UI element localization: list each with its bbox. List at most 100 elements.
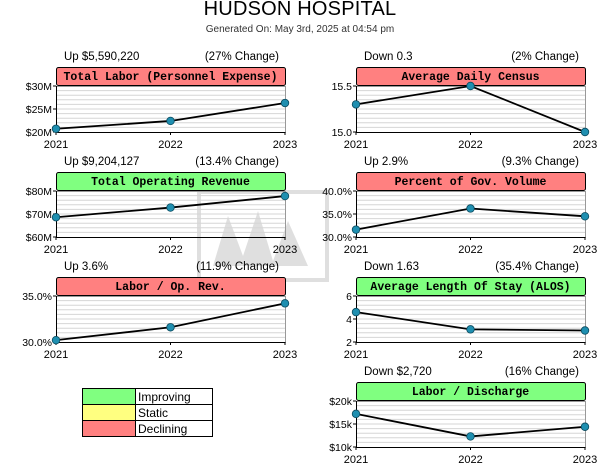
generated-timestamp: Generated On: May 3rd, 2025 at 04:54 pm — [205, 24, 395, 35]
chart-6: Down 1.63 (35.4% Change) Average Length Of… — [344, 261, 597, 361]
title-bar-declining — [56, 67, 286, 86]
y-tick-label: 2 — [346, 337, 352, 349]
x-tick-label: 2023 — [573, 139, 597, 151]
y-tick-label: $25M — [26, 104, 52, 116]
change-text: Down 1.63 — [364, 261, 419, 273]
percent-change: (9.3% Change) — [502, 156, 580, 168]
chart-title-labor-discharge: Labor / Discharge — [412, 386, 529, 399]
y-tick-label: 30.0% — [22, 337, 52, 349]
data-point — [466, 432, 475, 441]
legend: Improving Static Declining — [82, 388, 213, 437]
y-tick-label: 35.0% — [22, 291, 52, 303]
legend-label-static: Static — [135, 404, 213, 421]
data-point — [280, 98, 290, 108]
x-tick-label: 2021 — [344, 139, 368, 151]
chart-title-percent-of-gov-volume: Percent of Gov. Volume — [395, 176, 547, 189]
data-point — [466, 325, 475, 334]
y-tick-label: 4 — [346, 314, 352, 326]
y-tick-label: 15.5 — [332, 81, 353, 93]
x-tick-label: 2022 — [158, 244, 182, 256]
y-tick-label: 35.0% — [322, 209, 352, 221]
chart-4: Up 2.9% (9.3% Change) Percent of Gov. Volu… — [322, 156, 597, 256]
legend-swatch-declining — [82, 420, 136, 437]
chart-5: Up 3.6% (11.9% Change) Labor / Op. Rev. 30.… — [22, 261, 297, 361]
legend-swatch-improving — [82, 388, 136, 405]
change-text: Down $2,720 — [364, 366, 432, 378]
y-tick-label: 15.0 — [332, 127, 353, 139]
page-title: HUDSON HOSPITAL — [203, 0, 397, 20]
y-tick-label: $60M — [26, 232, 52, 244]
x-tick-label: 2022 — [458, 139, 482, 151]
legend-label-improving: Improving — [135, 388, 213, 405]
series-line — [55, 302, 286, 342]
data-point — [51, 213, 61, 222]
legend-item-static: Static — [82, 404, 213, 421]
y-tick-label: $20M — [26, 127, 52, 139]
chart-3: Up $9,204,127 (13.4% Change) Total Operati… — [26, 156, 298, 256]
data-point — [166, 203, 175, 212]
y-tick-label: $10k — [329, 442, 353, 454]
x-tick-label: 2023 — [573, 349, 597, 361]
change-text: Up $5,590,220 — [64, 51, 139, 63]
x-tick-label: 2021 — [44, 244, 68, 256]
y-tick-label: $20k — [329, 396, 353, 408]
legend-item-declining: Declining — [82, 420, 213, 437]
data-point — [351, 100, 361, 109]
change-text: Up $9,204,127 — [64, 156, 139, 168]
title-bar-improving — [356, 277, 586, 296]
x-tick-label: 2021 — [344, 349, 368, 361]
chart-title-total-labor-personnel-expense: Total Labor (Personnel Expense) — [64, 71, 278, 84]
y-tick-label: 40.0% — [322, 186, 352, 198]
y-tick-label: $15k — [329, 419, 353, 431]
x-tick-label: 2023 — [273, 139, 297, 151]
data-point — [580, 422, 590, 431]
x-tick-label: 2022 — [158, 349, 182, 361]
data-point — [280, 299, 290, 308]
chart-2: Down 0.3 (2% Change) Average Daily Census 1… — [332, 51, 598, 151]
title-bar-declining — [56, 277, 286, 296]
x-tick-label: 2021 — [44, 139, 68, 151]
data-point — [351, 409, 361, 419]
percent-change: (16% Change) — [505, 366, 579, 378]
percent-change: (2% Change) — [511, 51, 579, 63]
data-point — [166, 116, 175, 126]
legend-item-improving: Improving — [82, 388, 213, 405]
chart-title-average-daily-census: Average Daily Census — [401, 71, 539, 84]
title-bar-improving — [56, 172, 286, 191]
legend-label-declining: Declining — [135, 420, 213, 437]
x-tick-label: 2021 — [44, 349, 68, 361]
data-point — [466, 81, 475, 91]
chart-7: Down $2,720 (16% Change) Labor / Discharge… — [329, 366, 597, 465]
data-point — [580, 326, 590, 335]
y-tick-label: 6 — [346, 291, 352, 303]
x-tick-label: 2023 — [573, 244, 597, 256]
x-tick-label: 2023 — [573, 454, 597, 465]
y-tick-label: $80M — [26, 186, 52, 198]
data-point — [580, 212, 590, 221]
percent-change: (35.4% Change) — [495, 261, 579, 273]
data-point — [580, 127, 590, 137]
x-tick-label: 2021 — [344, 244, 368, 256]
x-tick-label: 2022 — [458, 244, 482, 256]
percent-change: (13.4% Change) — [195, 156, 279, 168]
data-point — [351, 307, 361, 317]
chart-1: Up $5,590,220 (27% Change) Total Labor (Pe… — [26, 51, 298, 151]
change-text: Up 3.6% — [64, 261, 108, 273]
data-point — [351, 225, 361, 234]
percent-change: (11.9% Change) — [196, 261, 279, 273]
change-text: Down 0.3 — [364, 51, 413, 63]
change-text: Up 2.9% — [364, 156, 408, 168]
chart-title-total-operating-revenue: Total Operating Revenue — [91, 176, 250, 189]
x-tick-label: 2021 — [344, 454, 368, 465]
y-tick-label: $70M — [26, 209, 52, 221]
percent-change: (27% Change) — [205, 51, 279, 63]
title-bar-improving — [356, 382, 586, 401]
data-point — [280, 191, 290, 201]
chart-title-labor-op-rev: Labor / Op. Rev. — [115, 281, 225, 294]
x-tick-label: 2022 — [458, 454, 482, 465]
title-bar-declining — [356, 172, 586, 191]
x-tick-label: 2023 — [273, 244, 297, 256]
data-point — [166, 323, 175, 332]
data-point — [466, 204, 475, 213]
